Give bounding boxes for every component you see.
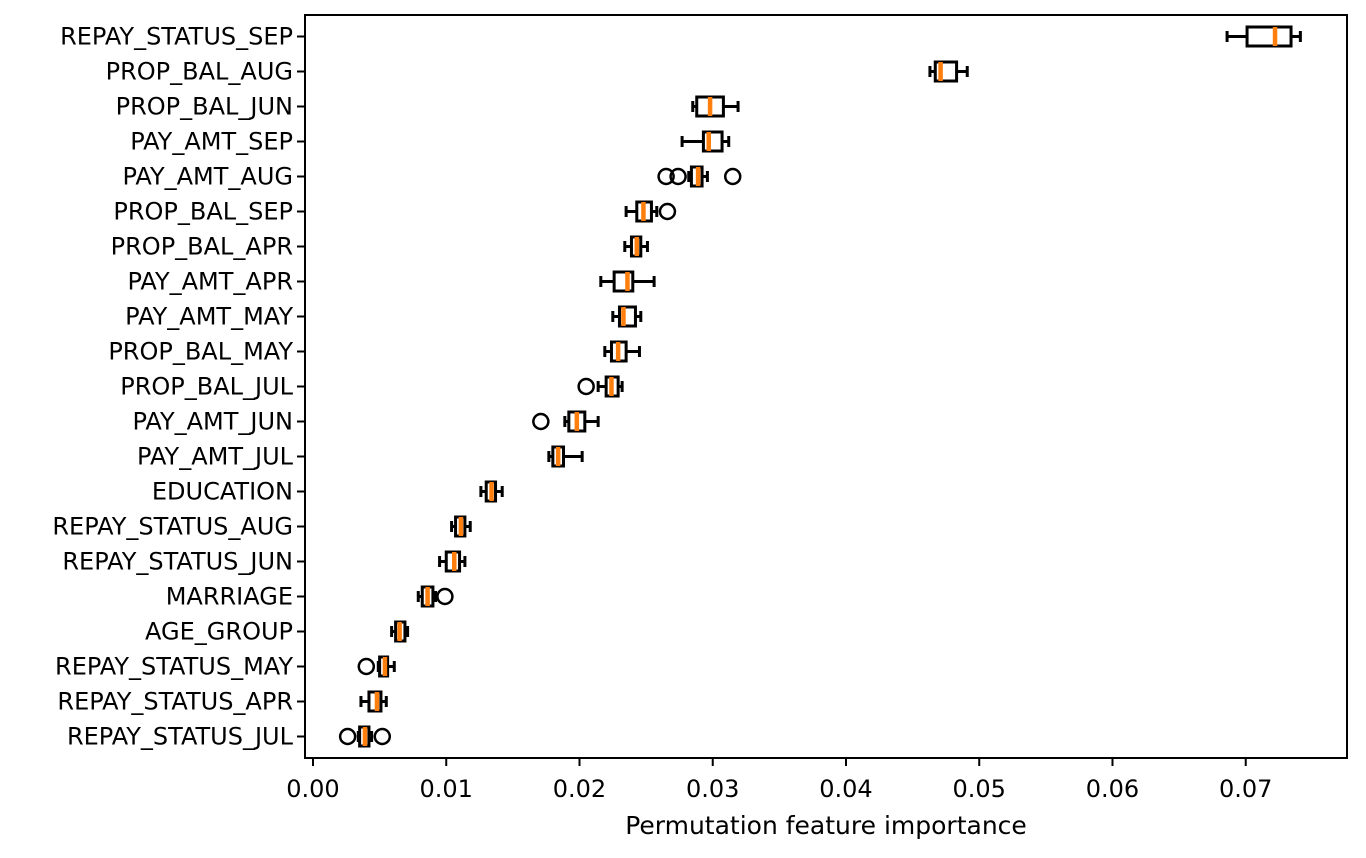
y-tick-label: PAY_AMT_JUN [132, 408, 293, 436]
y-tick-label: PAY_AMT_APR [127, 268, 293, 296]
y-tick-label: REPAY_STATUS_MAY [55, 653, 293, 681]
x-tick-label: 0.07 [1219, 775, 1272, 803]
y-tick-label: AGE_GROUP [145, 618, 293, 646]
y-tick-label: PAY_AMT_JUL [137, 443, 294, 471]
y-tick-label: PAY_AMT_AUG [122, 163, 293, 191]
outlier-marker [723, 167, 742, 186]
box [612, 270, 635, 293]
outlier-marker [577, 377, 595, 396]
y-tick-label: REPAY_STATUS_JUN [62, 548, 293, 576]
y-tick-label: EDUCATION [152, 478, 293, 506]
x-tick-label: 0.02 [553, 775, 606, 803]
y-tick-label: PROP_BAL_SEP [113, 198, 293, 226]
x-tick-label: 0.01 [420, 775, 473, 803]
box [701, 130, 724, 153]
y-tick-label: PROP_BAL_JUN [116, 93, 293, 121]
y-tick-label: REPAY_STATUS_AUG [52, 513, 293, 541]
y-tick-label: REPAY_STATUS_JUL [67, 723, 294, 751]
x-tick-label: 0.03 [686, 775, 739, 803]
plot-frame [304, 14, 1348, 759]
x-axis-label: Permutation feature importance [625, 811, 1027, 840]
outlier-marker [669, 167, 687, 186]
y-tick-label: REPAY_STATUS_SEP [60, 23, 293, 51]
y-tick-label: PROP_BAL_APR [111, 233, 293, 261]
outlier-marker [338, 727, 357, 746]
x-tick-label: 0.06 [1086, 775, 1139, 803]
box [1245, 25, 1293, 48]
outlier-marker [532, 412, 550, 431]
x-tick-label: 0.00 [286, 775, 339, 803]
y-tick-label: PROP_BAL_AUG [106, 58, 293, 86]
y-tick-label: REPAY_STATUS_APR [57, 688, 293, 716]
outlier-marker [357, 657, 376, 676]
outlier-marker [657, 167, 675, 186]
x-tick-label: 0.04 [819, 775, 872, 803]
outlier-marker [658, 202, 677, 221]
y-tick-label: PROP_BAL_MAY [108, 338, 293, 366]
y-tick-label: PROP_BAL_JUL [120, 373, 293, 401]
outlier-marker [373, 727, 392, 746]
y-tick-label: MARRIAGE [166, 583, 293, 611]
y-tick-label: PAY_AMT_MAY [125, 303, 293, 331]
x-tick-label: 0.05 [953, 775, 1006, 803]
outlier-marker [436, 587, 454, 606]
y-tick-label: PAY_AMT_SEP [130, 128, 293, 156]
